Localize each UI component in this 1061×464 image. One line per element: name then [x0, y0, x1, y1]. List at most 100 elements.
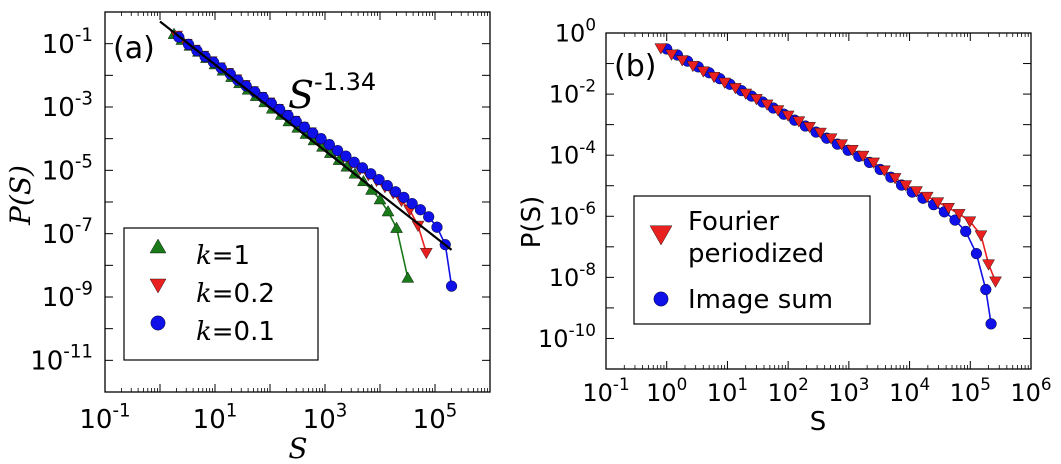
data-point: [348, 156, 360, 168]
data-point: [431, 221, 443, 233]
y-tick-label: 10-1: [42, 25, 93, 60]
data-point: [985, 318, 997, 330]
legend-k01-text: =0.1: [212, 317, 275, 347]
data-point: [867, 157, 880, 169]
data-point: [414, 204, 427, 216]
data-point: [771, 105, 785, 117]
legend-marker-fourier: [649, 225, 673, 246]
x-tick-label: 101: [193, 400, 238, 435]
x-tick-label: 104: [889, 374, 930, 407]
panel-b: 10-1 100 101 102 103 104 105 106 100 10-2 10-4 10-6…: [517, 15, 1052, 437]
data-point: [888, 173, 902, 185]
data-point: [696, 66, 710, 78]
panel-a-legend-markers: [149, 238, 167, 331]
data-point: [381, 179, 393, 192]
annotation-base: S: [288, 73, 314, 117]
x-tick-label: 10-1: [582, 374, 629, 407]
data-point: [445, 280, 458, 292]
panel-a-ticks: 10-1 101 103 105 10-1 10-3 10-5 10-7 10-9 10-11: [30, 11, 491, 435]
data-point: [856, 150, 870, 162]
panel-a: 10-1 101 103 105 10-1 10-3 10-5 10-7 10-9 10-11 (…: [4, 11, 491, 464]
data-point: [340, 150, 352, 162]
data-point: [960, 225, 972, 237]
legend-marker-k-0-2: [149, 278, 167, 294]
data-point: [931, 197, 945, 209]
panel-b-legend: Fourier periodized Image sum: [633, 195, 871, 325]
x-tick-label: 103: [303, 400, 348, 435]
legend-marker-k-0-1: [150, 315, 166, 331]
panel-b-label: (b): [614, 49, 656, 84]
y-tick-label: 100: [555, 15, 596, 48]
data-point: [845, 145, 859, 157]
panel-a-plot-area: [159, 20, 458, 292]
data-point: [728, 83, 742, 95]
y-tick-label: 10-8: [549, 259, 596, 292]
data-point: [423, 211, 435, 223]
data-point: [401, 271, 415, 283]
data-point: [224, 68, 236, 80]
power-law-reference-line: [159, 20, 453, 251]
data-point: [910, 186, 923, 198]
legend-k01-label: k=0.1: [196, 317, 275, 347]
data-point: [792, 116, 806, 128]
panel-b-xlabel: S: [810, 407, 827, 437]
panel-b-legend-markers: [649, 225, 673, 307]
x-tick-label: 101: [707, 374, 748, 407]
data-point: [406, 198, 418, 210]
legend-periodized-label: periodized: [688, 239, 824, 269]
panel-b-plot-area: [654, 43, 1002, 330]
data-point: [373, 173, 385, 186]
legend-fourier-label: Fourier: [688, 207, 779, 237]
svg-text:S-1.34: S-1.34: [288, 68, 376, 117]
data-point: [942, 203, 955, 215]
data-point: [707, 72, 721, 84]
legend-k1-text: =1: [212, 241, 250, 271]
data-point: [974, 230, 988, 242]
y-tick-label: 10-6: [549, 198, 596, 231]
data-point: [877, 165, 891, 177]
data-point: [675, 55, 689, 67]
data-point: [298, 121, 311, 133]
legend-image-sum-label: Image sum: [688, 285, 833, 315]
data-point: [718, 77, 731, 89]
y-tick-label: 10-10: [538, 320, 596, 353]
data-point: [332, 144, 344, 157]
legend-k02-text: =0.2: [212, 279, 275, 309]
y-tick-label: 10-5: [42, 152, 93, 187]
data-point: [760, 99, 774, 111]
data-point: [381, 205, 395, 217]
data-point: [389, 186, 402, 198]
data-point: [982, 259, 995, 271]
x-tick-label: 100: [646, 374, 687, 407]
data-point: [419, 248, 433, 260]
y-tick-label: 10-11: [30, 342, 93, 377]
y-tick-label: 10-7: [42, 215, 93, 250]
x-tick-label: 105: [950, 374, 991, 407]
data-point: [232, 74, 244, 86]
y-tick-label: 10-3: [42, 88, 93, 123]
data-point: [365, 168, 377, 180]
data-point: [963, 216, 977, 228]
x-tick-label: 102: [768, 374, 809, 407]
data-point: [835, 139, 848, 151]
panel-a-annotation: S-1.34: [288, 68, 376, 117]
data-point: [373, 193, 387, 205]
data-point: [952, 209, 966, 221]
data-point: [315, 133, 327, 145]
legend-marker-k-1: [149, 238, 167, 254]
data-point: [390, 221, 403, 233]
data-point: [750, 94, 763, 106]
data-point: [989, 276, 1002, 288]
panel-a-ylabel: P(S): [4, 165, 37, 226]
data-point: [920, 191, 934, 204]
data-point: [323, 138, 335, 151]
x-tick-label: 103: [828, 374, 869, 407]
data-point: [398, 191, 410, 203]
panel-a-xlabel: S: [288, 432, 307, 464]
x-tick-label: 106: [1010, 374, 1051, 407]
y-tick-label: 10-4: [549, 137, 596, 170]
data-point: [970, 247, 983, 260]
legend-k1-label: k=1: [196, 241, 250, 271]
data-point: [356, 162, 369, 174]
